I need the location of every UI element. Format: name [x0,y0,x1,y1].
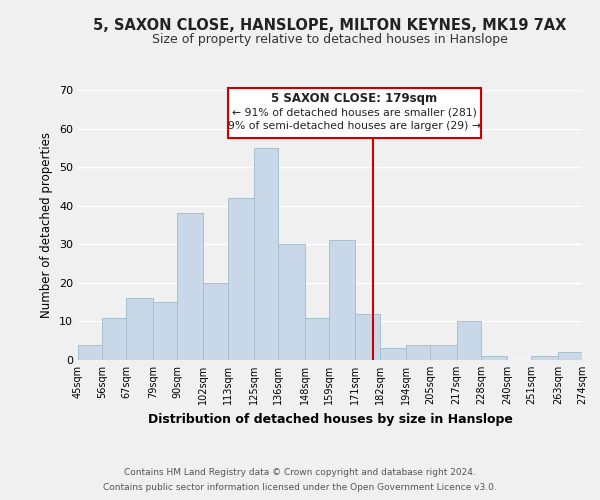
Bar [305,318,329,360]
Bar [153,302,177,360]
Bar [254,148,278,360]
Bar [78,344,102,360]
Text: 5, SAXON CLOSE, HANSLOPE, MILTON KEYNES, MK19 7AX: 5, SAXON CLOSE, HANSLOPE, MILTON KEYNES,… [94,18,566,32]
Bar [532,356,558,360]
Bar [102,318,127,360]
Text: 5 SAXON CLOSE: 179sqm: 5 SAXON CLOSE: 179sqm [271,92,437,104]
FancyBboxPatch shape [227,88,481,138]
Bar [430,344,457,360]
Bar [481,356,507,360]
Bar [203,283,227,360]
Bar [329,240,355,360]
Bar [380,348,406,360]
Bar [278,244,305,360]
Text: Contains public sector information licensed under the Open Government Licence v3: Contains public sector information licen… [103,483,497,492]
Y-axis label: Number of detached properties: Number of detached properties [40,132,53,318]
Bar [406,344,430,360]
Bar [177,214,203,360]
Bar [355,314,380,360]
Text: Contains HM Land Registry data © Crown copyright and database right 2024.: Contains HM Land Registry data © Crown c… [124,468,476,477]
Text: Size of property relative to detached houses in Hanslope: Size of property relative to detached ho… [152,32,508,46]
Bar [127,298,153,360]
Bar [227,198,254,360]
Bar [457,322,481,360]
X-axis label: Distribution of detached houses by size in Hanslope: Distribution of detached houses by size … [148,412,512,426]
Text: 9% of semi-detached houses are larger (29) →: 9% of semi-detached houses are larger (2… [228,121,481,131]
Text: ← 91% of detached houses are smaller (281): ← 91% of detached houses are smaller (28… [232,107,476,117]
Bar [558,352,582,360]
